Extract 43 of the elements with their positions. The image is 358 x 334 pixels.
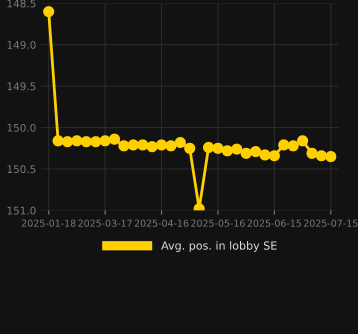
x-tick-label: 2025-05-16 (191, 220, 245, 227)
point (62, 136, 74, 148)
point (250, 146, 262, 158)
legend-label: Avg. pos. in lobby SE (161, 241, 277, 252)
y-tick-label: 150.5 (8, 165, 36, 174)
x-tick-label: 2025-01-18 (22, 220, 76, 227)
point (43, 6, 54, 18)
point (184, 142, 196, 154)
point (118, 140, 130, 152)
point (128, 139, 139, 151)
point (100, 135, 111, 146)
y-tick-label: 148.5 (8, 0, 36, 8)
point (202, 142, 214, 154)
x-tick-label: 2025-07-15 (304, 220, 358, 227)
x-tick-label: 2025-03-17 (78, 220, 132, 227)
x-tick-label: 2025-06-15 (248, 220, 301, 227)
point (90, 136, 102, 148)
point (240, 148, 252, 159)
y-tick-label: 149.5 (8, 82, 36, 90)
point (259, 149, 271, 160)
point (108, 134, 120, 145)
point (52, 135, 64, 146)
y-tick-label: 151.0 (8, 206, 36, 215)
point (297, 135, 308, 146)
y-tick-label: 149.0 (8, 40, 36, 49)
point (306, 148, 318, 159)
point (316, 150, 327, 162)
point (137, 139, 148, 151)
point (146, 141, 158, 152)
point (288, 140, 299, 152)
point (278, 139, 290, 151)
point (231, 144, 242, 155)
point (174, 136, 186, 148)
point (268, 150, 280, 162)
point (71, 135, 82, 146)
y-tick-label: 150.0 (8, 124, 36, 132)
point (80, 136, 92, 148)
point (165, 140, 176, 152)
x-tick-label: 2025-04-16 (134, 220, 188, 227)
point (325, 151, 336, 162)
point (156, 139, 168, 151)
point (212, 142, 224, 154)
point (222, 145, 233, 156)
